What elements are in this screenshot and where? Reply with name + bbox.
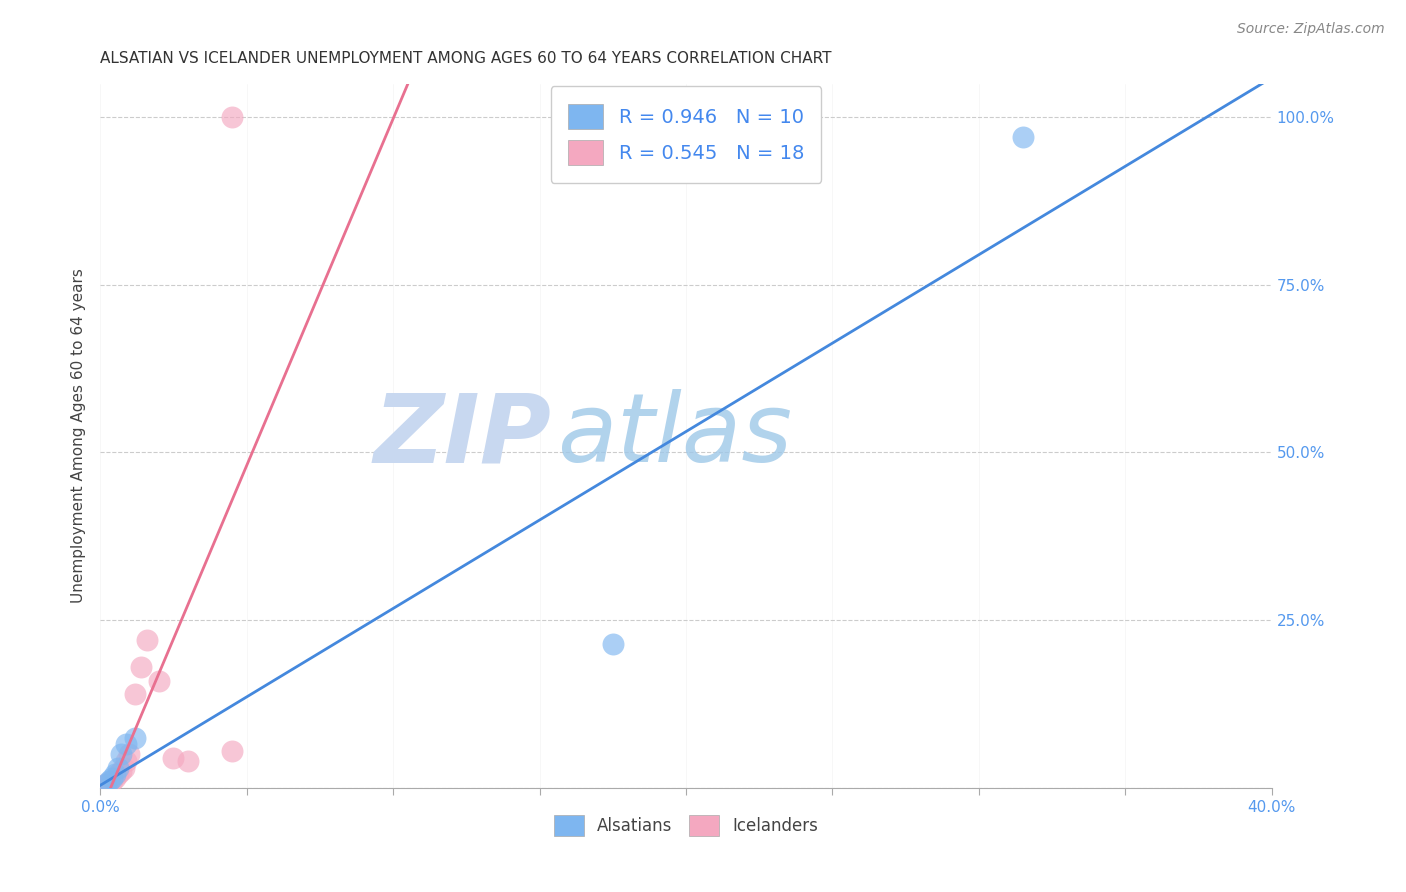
Point xyxy=(1012,130,1035,145)
Point xyxy=(91,780,114,794)
Point xyxy=(97,774,120,789)
Point xyxy=(107,761,129,775)
Point xyxy=(94,777,117,791)
Point xyxy=(97,775,120,789)
Point xyxy=(104,767,127,781)
Point xyxy=(124,731,146,745)
Text: ALSATIAN VS ICELANDER UNEMPLOYMENT AMONG AGES 60 TO 64 YEARS CORRELATION CHART: ALSATIAN VS ICELANDER UNEMPLOYMENT AMONG… xyxy=(100,51,831,66)
Text: ZIP: ZIP xyxy=(374,389,551,483)
Point xyxy=(110,764,132,778)
Point xyxy=(101,771,124,785)
Point xyxy=(129,660,152,674)
Point xyxy=(148,673,170,688)
Point xyxy=(94,777,117,791)
Legend: Alsatians, Icelanders: Alsatians, Icelanders xyxy=(547,808,825,843)
Text: Source: ZipAtlas.com: Source: ZipAtlas.com xyxy=(1237,22,1385,37)
Point xyxy=(115,737,138,751)
Point xyxy=(107,767,129,781)
Point xyxy=(124,687,146,701)
Point xyxy=(177,754,200,768)
Point xyxy=(110,747,132,762)
Point xyxy=(115,754,138,768)
Point xyxy=(162,750,184,764)
Point xyxy=(118,747,141,762)
Point xyxy=(602,637,624,651)
Point xyxy=(221,110,243,124)
Text: atlas: atlas xyxy=(557,389,792,483)
Point xyxy=(104,771,127,785)
Point xyxy=(136,633,159,648)
Y-axis label: Unemployment Among Ages 60 to 64 years: Unemployment Among Ages 60 to 64 years xyxy=(72,268,86,603)
Point xyxy=(112,761,135,775)
Point xyxy=(101,774,124,789)
Point xyxy=(221,744,243,758)
